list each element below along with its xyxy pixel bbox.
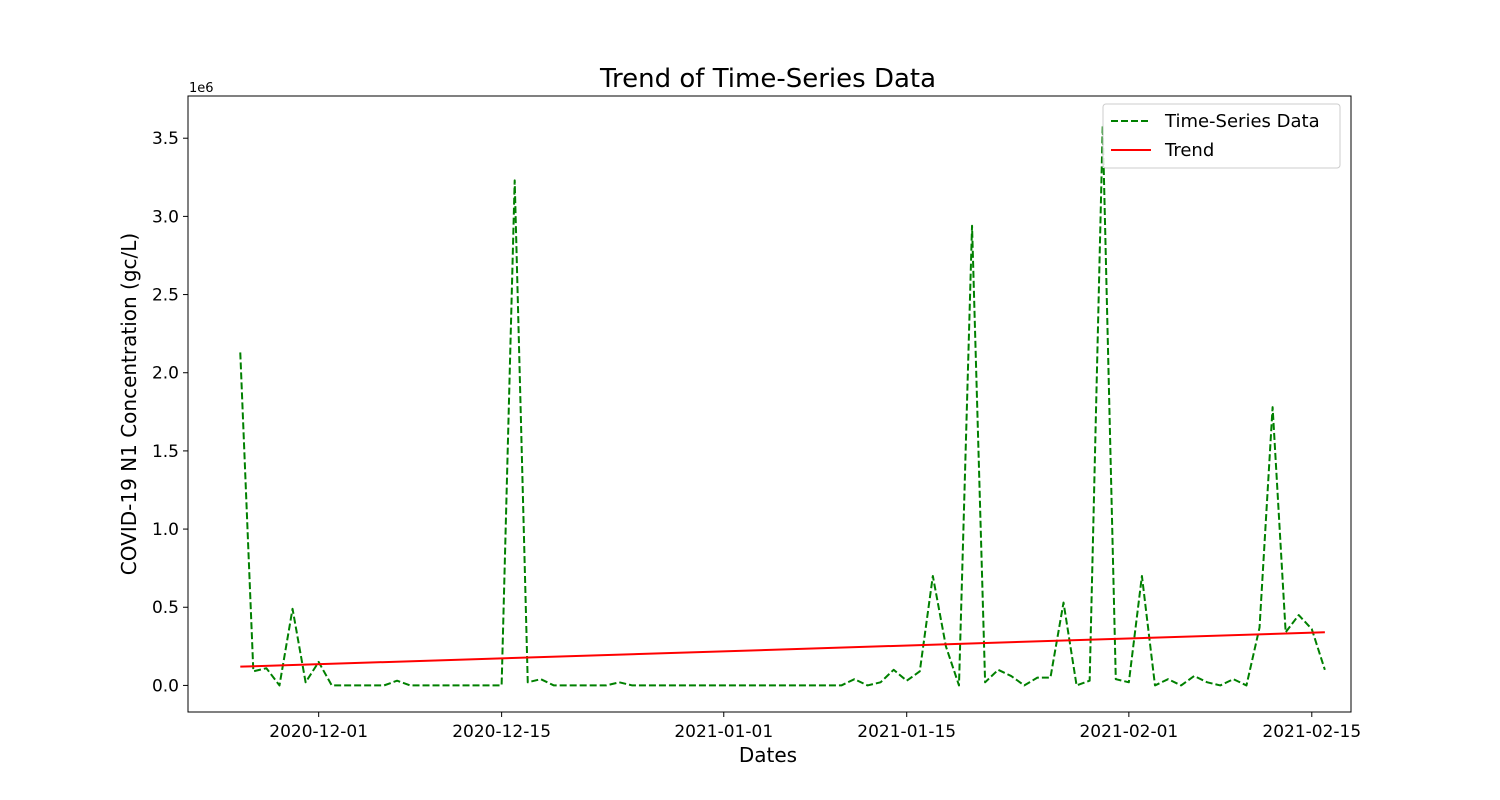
legend-box (1102, 103, 1341, 169)
y-tick-label: 0.0 (152, 676, 179, 696)
y-tick-label: 2.0 (152, 364, 179, 384)
y-tick-label: 0.5 (152, 598, 179, 618)
chart-title: Trend of Time-Series Data (599, 64, 936, 94)
x-tick-label: 2021-02-01 (1079, 722, 1178, 742)
y-tick-label: 3.5 (152, 129, 179, 149)
x-tick-label: 2021-01-15 (857, 722, 956, 742)
y-offset-label: 1e6 (189, 81, 214, 96)
x-tick-label: 2020-12-15 (452, 722, 551, 742)
x-tick-label: 2021-01-01 (674, 722, 773, 742)
legend-label-trend: Trend (1164, 140, 1214, 161)
legend-label-time-series-data: Time-Series Data (1164, 111, 1320, 132)
x-tick-label: 2021-02-15 (1262, 722, 1361, 742)
y-axis-label: COVID-19 N1 Concentration (gc/L) (117, 233, 141, 575)
series-line-trend (240, 631, 1325, 668)
legend: Time-Series Data Trend (1102, 103, 1341, 169)
plot-frame (187, 95, 1352, 713)
y-tick-label: 2.5 (152, 286, 179, 306)
series-line-time-series-data (239, 124, 1326, 687)
y-tick-label: 1.5 (152, 442, 179, 462)
y-tick-label: 3.0 (152, 207, 179, 227)
x-axis-label: Dates (739, 743, 797, 767)
plot-area: 2020-12-01 2020-12-15 2021-01-01 2021-01-15… (152, 124, 1361, 742)
x-tick-label: 2020-12-01 (269, 722, 368, 742)
y-tick-label: 1.0 (152, 520, 179, 540)
